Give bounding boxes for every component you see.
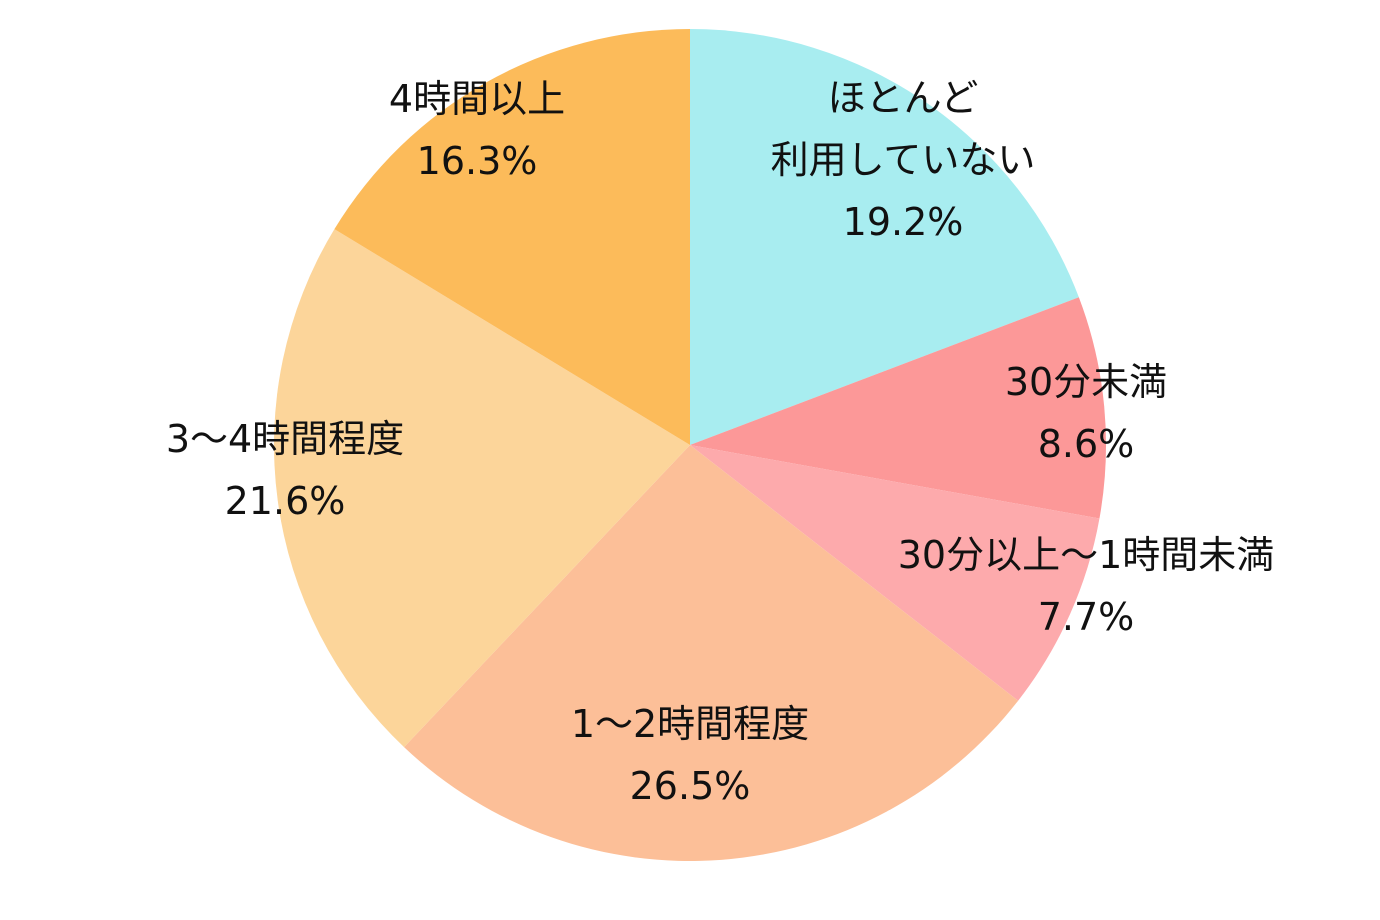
pie-slice (404, 445, 1019, 862)
slice-category-text: ほとんど (827, 76, 979, 120)
slice-label: 3～4時間程度 21.6% (166, 408, 404, 532)
slice-value-text: 8.6% (1037, 422, 1135, 466)
slice-category-text: 30分未満 (1004, 360, 1168, 404)
slice-category-text: 3～4時間程度 (165, 417, 405, 461)
pie-slice (690, 297, 1106, 519)
pie-slice (690, 445, 1100, 701)
slice-label: 1～2時間程度 26.5% (571, 693, 809, 817)
slice-category-text: 1～2時間程度 (570, 702, 810, 746)
pie-slice (690, 29, 1079, 445)
pie-slice (274, 229, 690, 748)
slice-category-text: 30分以上～1時間未満 (897, 533, 1275, 577)
slice-category-text: 利用していない (770, 138, 1036, 182)
slice-label: 4時間以上 16.3% (389, 68, 565, 192)
slice-value-text: 7.7% (1037, 595, 1135, 639)
slice-category-text: 4時間以上 (388, 77, 566, 121)
slice-value-text: 16.3% (416, 139, 538, 183)
slice-value-text: 19.2% (842, 200, 964, 244)
slice-value-text: 21.6% (224, 479, 346, 523)
slice-value-text: 26.5% (629, 764, 751, 808)
slice-label: 30分以上～1時間未満 7.7% (898, 524, 1275, 648)
slice-label: ほとんど利用していない 19.2% (771, 67, 1036, 253)
pie-slice (334, 29, 690, 445)
slice-label: 30分未満 8.6% (1005, 351, 1167, 475)
